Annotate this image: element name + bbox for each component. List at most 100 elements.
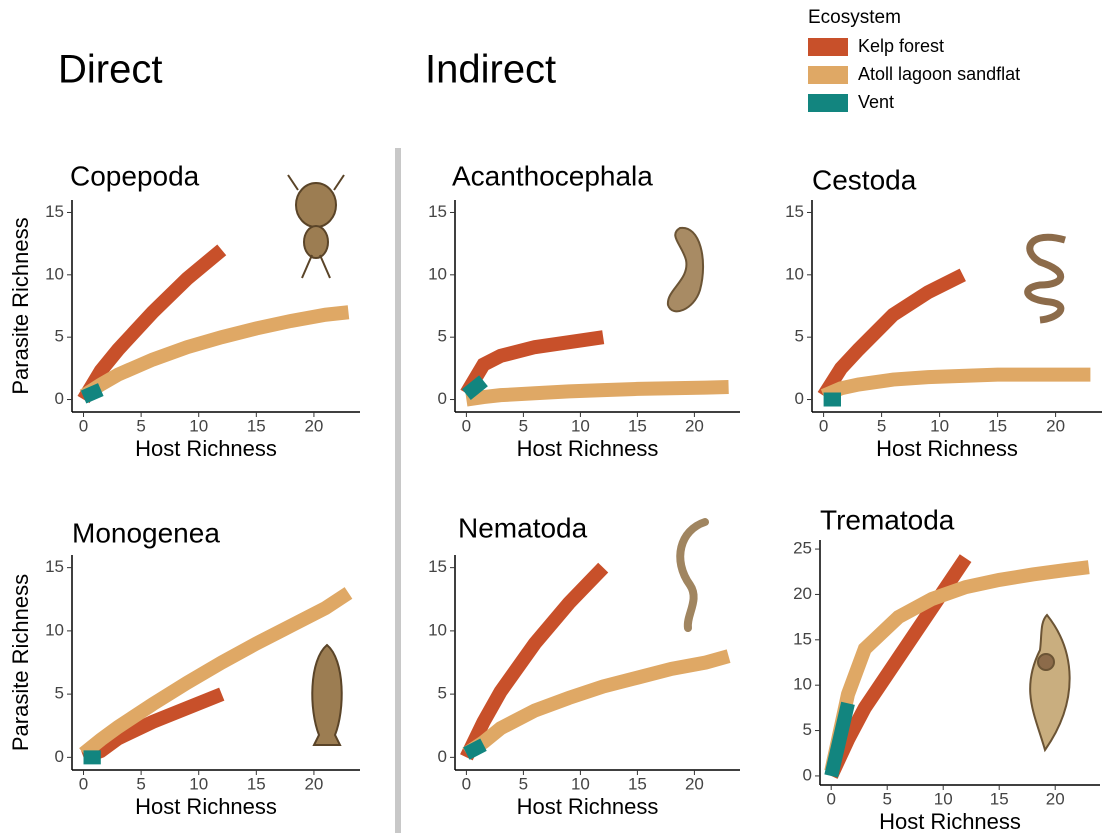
y-tick-label: 0	[438, 747, 447, 766]
series-line	[80, 383, 104, 404]
x-tick-label: 20	[1046, 789, 1065, 808]
x-tick-label: 15	[247, 774, 266, 793]
panel-title: Cestoda	[812, 164, 917, 195]
series-line	[462, 649, 731, 760]
x-tick-label: 0	[826, 789, 835, 808]
x-axis-label: Host Richness	[135, 436, 277, 461]
legend-label: Atoll lagoon sandflat	[858, 64, 1020, 84]
y-tick-label: 15	[45, 557, 64, 576]
x-tick-label: 10	[189, 774, 208, 793]
y-tick-label: 0	[55, 747, 64, 766]
y-tick-label: 5	[55, 684, 64, 703]
x-tick-label: 20	[304, 774, 323, 793]
x-tick-label: 10	[571, 416, 590, 435]
series-line	[824, 560, 1090, 773]
series-line	[79, 305, 350, 402]
y-tick-label: 10	[45, 620, 64, 639]
x-tick-label: 0	[79, 416, 88, 435]
group-header: Indirect	[425, 48, 556, 92]
y-axis-label: Parasite Richness	[8, 574, 33, 751]
x-axis-label: Host Richness	[876, 436, 1018, 461]
x-tick-label: 20	[685, 774, 704, 793]
y-tick-label: 20	[793, 584, 812, 603]
x-tick-label: 0	[819, 416, 828, 435]
x-tick-label: 10	[189, 416, 208, 435]
series-line	[77, 244, 227, 404]
y-tick-label: 25	[793, 539, 812, 558]
y-axis-label: Parasite Richness	[8, 217, 33, 394]
icon-acanthocephalan	[666, 226, 704, 313]
y-tick-label: 5	[803, 720, 812, 739]
icon-nematode	[676, 518, 709, 632]
y-tick-label: 5	[438, 327, 447, 346]
x-tick-label: 15	[990, 789, 1009, 808]
series-line	[820, 367, 1091, 403]
x-tick-label: 5	[136, 774, 145, 793]
series-line	[460, 562, 609, 761]
panel-title: Copepoda	[70, 160, 200, 191]
legend-label: Kelp forest	[858, 36, 944, 56]
y-tick-label: 15	[785, 202, 804, 221]
panel: Trematoda 0 5 10 15 20 0 5 10 15 20 25 Host Richness	[793, 504, 1100, 833]
series-line	[817, 268, 966, 400]
x-tick-label: 20	[1046, 416, 1065, 435]
group-header: Direct	[58, 48, 162, 92]
series-line	[463, 738, 487, 760]
x-tick-label: 5	[136, 416, 145, 435]
y-tick-label: 0	[803, 765, 812, 784]
y-tick-label: 15	[793, 629, 812, 648]
x-axis-label: Host Richness	[879, 809, 1021, 833]
x-tick-label: 5	[519, 416, 528, 435]
y-tick-label: 15	[45, 202, 64, 221]
x-tick-label: 15	[628, 416, 647, 435]
x-tick-label: 0	[79, 774, 88, 793]
y-tick-label: 10	[428, 264, 447, 283]
x-tick-label: 20	[685, 416, 704, 435]
x-axis-label: Host Richness	[517, 794, 659, 819]
icon-monogenean	[311, 643, 343, 746]
panel-title: Monogenea	[72, 517, 220, 548]
series-line	[460, 330, 605, 397]
x-tick-label: 10	[930, 416, 949, 435]
x-tick-label: 5	[882, 789, 891, 808]
x-tick-label: 15	[628, 774, 647, 793]
series-line	[465, 380, 729, 407]
x-tick-label: 5	[519, 774, 528, 793]
x-tick-label: 15	[988, 416, 1007, 435]
y-tick-label: 10	[785, 264, 804, 283]
panel-title: Trematoda	[820, 504, 955, 535]
legend-swatch	[808, 66, 848, 84]
y-tick-label: 10	[793, 675, 812, 694]
y-tick-label: 15	[428, 557, 447, 576]
legend: Kelp forest Atoll lagoon sandflat Vent	[808, 36, 1020, 112]
x-tick-label: 0	[462, 774, 471, 793]
x-tick-label: 10	[934, 789, 953, 808]
icon-trematode	[1029, 613, 1071, 753]
x-axis-label: Host Richness	[517, 436, 659, 461]
legend-swatch	[808, 94, 848, 112]
y-tick-label: 10	[45, 264, 64, 283]
series-line	[824, 701, 855, 778]
x-tick-label: 0	[462, 416, 471, 435]
y-tick-label: 5	[438, 684, 447, 703]
legend-title: Ecosystem	[808, 7, 901, 28]
y-tick-label: 5	[795, 327, 804, 346]
x-tick-label: 5	[877, 416, 886, 435]
x-tick-label: 10	[571, 774, 590, 793]
x-tick-label: 20	[304, 416, 323, 435]
icon-cestode	[1024, 233, 1066, 324]
y-tick-label: 10	[428, 620, 447, 639]
series-line	[79, 587, 353, 760]
x-tick-label: 15	[247, 416, 266, 435]
icon-copepod	[287, 174, 345, 279]
legend-label: Vent	[858, 92, 894, 112]
y-tick-label: 0	[438, 389, 447, 408]
x-axis-label: Host Richness	[135, 794, 277, 819]
y-tick-label: 0	[795, 389, 804, 408]
